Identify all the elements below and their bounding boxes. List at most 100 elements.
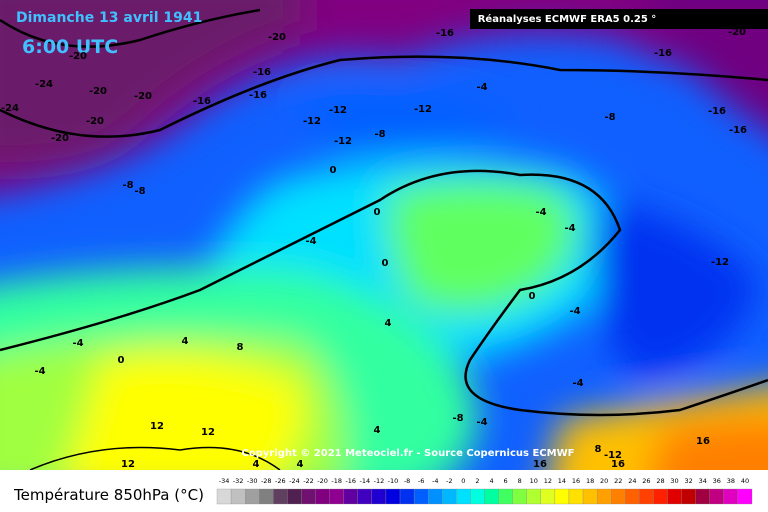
contour-label: -8 [452,413,463,424]
legend-swatch [667,488,682,505]
legend-tick: 8 [518,477,522,485]
legend-swatch [737,488,753,505]
contour-label: 0 [118,355,125,366]
contour-label: -20 [728,27,746,38]
legend-swatch [568,488,584,505]
legend-swatch [526,488,541,505]
legend-tick: -18 [331,477,342,485]
contour-label: -12 [604,450,622,461]
legend-tick: -26 [275,477,286,485]
contour-label: 4 [182,336,189,347]
contour-label: 12 [201,427,215,438]
contour-label: 16 [611,459,625,470]
legend-swatch [596,488,612,505]
legend-swatch [301,488,316,505]
legend-tick: -30 [247,477,258,485]
legend-swatch [484,488,499,505]
legend-swatch [230,488,246,505]
legend-tick: -28 [261,477,272,485]
legend-tick: 16 [572,477,580,485]
legend-tick: -10 [388,477,399,485]
contour-label: -20 [51,133,69,144]
legend-swatch [625,488,640,505]
legend-swatch [428,488,443,505]
copyright: Copyright © 2021 Meteociel.fr - Source C… [242,448,575,459]
contour-label: -16 [729,125,747,136]
contour-label: 12 [150,421,164,432]
source: Réanalyses ECMWF ERA5 0.25 ° [478,13,657,25]
legend-swatch [498,488,513,505]
contour-label: -16 [193,96,211,107]
contour-label: -8 [374,129,385,140]
legend-swatch [695,488,710,505]
contour-label: -16 [708,106,726,117]
legend-swatch [315,488,330,505]
legend-swatch [512,488,527,505]
legend-title: Température 850hPa (°C) [13,486,204,504]
contour-label: 16 [533,459,547,470]
contour-label: -20 [134,91,152,102]
legend-tick: 32 [685,477,693,485]
legend-swatch [329,488,344,505]
contour-label: 16 [696,436,710,447]
contour-label: -4 [569,306,580,317]
contour-label: -4 [572,378,583,389]
legend-swatch [540,488,556,505]
legend-tick: 26 [642,477,650,485]
legend-tick: 38 [727,477,735,485]
contour-label: -4 [305,236,316,247]
contour-label: -4 [476,417,487,428]
legend-tick: 18 [586,477,594,485]
contour-label: -12 [334,136,352,147]
contour-label: -12 [414,104,432,115]
legend-swatch [456,488,471,505]
legend-swatch [681,488,696,505]
legend-swatch [582,488,598,505]
legend-swatch [442,488,457,505]
legend-tick: -24 [289,477,300,485]
contour-label: -12 [329,105,347,116]
legend-tick: 2 [475,477,479,485]
legend-tick: 24 [628,477,636,485]
legend-tick: 12 [544,477,552,485]
source-box [470,9,768,29]
legend-tick: -6 [418,477,424,485]
contour-label: -8 [134,186,145,197]
contour-label: 8 [237,342,244,353]
contour-label: 4 [253,459,260,470]
contour-label: -8 [122,180,133,191]
contour-label: -24 [35,79,53,90]
contour-label: -12 [303,116,321,127]
legend-tick: -34 [219,477,230,485]
legend-tick: 4 [489,477,493,485]
contour-label: -16 [253,67,271,78]
legend-tick: 40 [741,477,749,485]
legend-tick: -22 [303,477,314,485]
contour-label: -20 [86,116,104,127]
date: Dimanche 13 avril 1941 [16,10,202,26]
legend-tick: -2 [446,477,452,485]
contour-label: -12 [711,257,729,268]
legend-tick: 36 [713,477,721,485]
legend-swatch [343,488,358,505]
legend-tick: 28 [656,477,664,485]
contour-label: -20 [69,51,87,62]
legend-tick: 10 [530,477,538,485]
contour-label: -16 [249,90,267,101]
legend-swatch [385,488,401,505]
legend-tick: 30 [670,477,678,485]
contour-label: 0 [330,165,337,176]
legend-swatch [371,488,387,505]
contour-label: 0 [382,258,389,269]
contour-label: 8 [595,444,602,455]
contour-label: -8 [604,112,615,123]
legend-tick: 22 [614,477,622,485]
legend-swatch [399,488,415,505]
legend-tick: -14 [360,477,371,485]
contour-label: -24 [1,103,19,114]
legend-tick: -20 [317,477,328,485]
contour-label: 4 [297,459,304,470]
legend-swatch [273,488,288,505]
